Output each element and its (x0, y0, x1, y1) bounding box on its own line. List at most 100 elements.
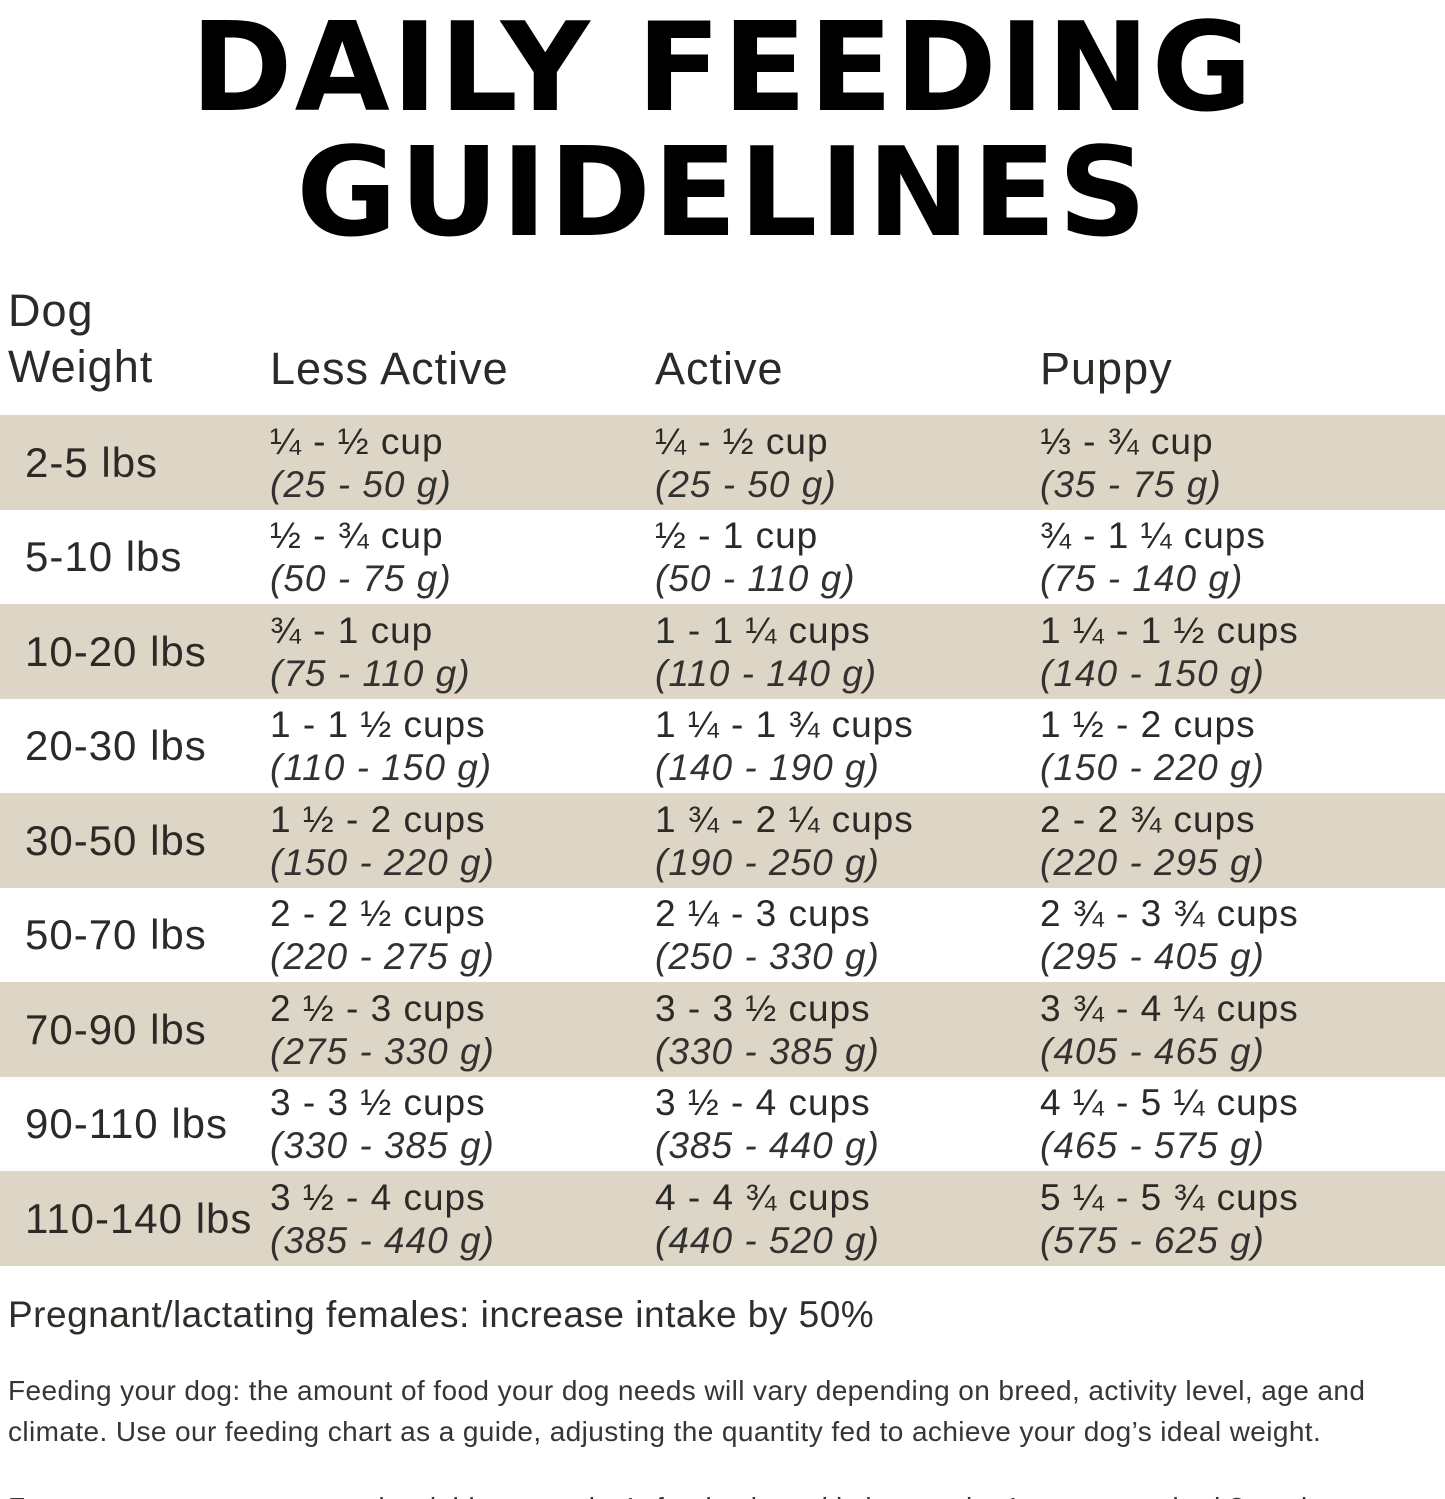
feeding-table: 2-5 lbs ¼ - ½ cup (25 - 50 g) ¼ - ½ cup … (0, 415, 1445, 1266)
column-header-puppy: Puppy (1040, 343, 1173, 395)
puppy-cell: ⅓ - ¾ cup (35 - 75 g) (1040, 420, 1445, 506)
cups-range: ¼ - ½ cup (655, 420, 829, 462)
puppy-cell: 5 ¼ - 5 ¾ cups (575 - 625 g) (1040, 1176, 1445, 1262)
grams-range: (190 - 250 g) (655, 841, 880, 883)
grams-range: (405 - 465 g) (1040, 1030, 1265, 1072)
pregnant-note: Pregnant/lactating females: increase int… (8, 1293, 875, 1335)
table-header-row: Dog Weight Less Active Active Puppy (0, 283, 1445, 416)
grams-range: (330 - 385 g) (655, 1030, 880, 1072)
cups-range: 1 ½ - 2 cups (270, 798, 486, 840)
active-cell: ¼ - ½ cup (25 - 50 g) (655, 420, 1040, 506)
grams-range: (25 - 50 g) (655, 463, 837, 505)
cups-range: 1 - 1 ½ cups (270, 704, 486, 746)
cups-range: ¼ - ½ cup (270, 420, 444, 462)
less-active-cell: 1 - 1 ½ cups (110 - 150 g) (270, 703, 655, 789)
cups-range: 4 ¼ - 5 ¼ cups (1040, 1082, 1299, 1124)
weight-label: 2-5 lbs (25, 438, 159, 486)
cups-range: 1 ¼ - 1 ¾ cups (655, 704, 914, 746)
grams-range: (220 - 295 g) (1040, 841, 1265, 883)
column-header-active: Active (655, 343, 784, 395)
grams-range: (110 - 140 g) (655, 652, 878, 694)
less-active-cell: 2 - 2 ½ cups (220 - 275 g) (270, 892, 655, 978)
cups-range: 2 ¼ - 3 cups (655, 893, 871, 935)
grams-range: (465 - 575 g) (1040, 1125, 1265, 1167)
cups-range: ½ - ¾ cup (270, 515, 444, 557)
grams-range: (295 - 405 g) (1040, 936, 1265, 978)
cups-range: 2 ½ - 3 cups (270, 987, 486, 1029)
cups-range: 1 ¾ - 2 ¼ cups (655, 798, 914, 840)
less-active-cell: 1 ½ - 2 cups (150 - 220 g) (270, 798, 655, 884)
active-cell: 3 ½ - 4 cups (385 - 440 g) (655, 1081, 1040, 1167)
table-row: 90-110 lbs 3 - 3 ½ cups (330 - 385 g) 3 … (0, 1077, 1445, 1172)
weight-label: 10-20 lbs (25, 627, 207, 675)
table-row: 70-90 lbs 2 ½ - 3 cups (275 - 330 g) 3 -… (0, 982, 1445, 1077)
grams-range: (75 - 140 g) (1040, 558, 1244, 600)
puppy-cell: 2 - 2 ¾ cups (220 - 295 g) (1040, 798, 1445, 884)
puppy-cell: 3 ¾ - 4 ¼ cups (405 - 465 g) (1040, 987, 1445, 1073)
table-row: 110-140 lbs 3 ½ - 4 cups (385 - 440 g) 4… (0, 1171, 1445, 1266)
cups-range: ½ - 1 cup (655, 515, 819, 557)
grams-range: (440 - 520 g) (655, 1219, 880, 1261)
weight-label: 110-140 lbs (25, 1194, 253, 1242)
cups-range: ⅓ - ¾ cup (1040, 420, 1214, 462)
grams-range: (575 - 625 g) (1040, 1219, 1265, 1261)
grams-range: (35 - 75 g) (1040, 463, 1222, 505)
grams-range: (385 - 440 g) (655, 1125, 880, 1167)
cups-range: 5 ¼ - 5 ¾ cups (1040, 1176, 1299, 1218)
less-active-cell: ½ - ¾ cup (50 - 75 g) (270, 514, 655, 600)
grams-range: (385 - 440 g) (270, 1219, 495, 1261)
grams-range: (25 - 50 g) (270, 463, 452, 505)
less-active-cell: 3 ½ - 4 cups (385 - 440 g) (270, 1176, 655, 1262)
weight-label: 50-70 lbs (25, 911, 207, 959)
grams-range: (50 - 110 g) (655, 558, 856, 600)
less-active-cell: ¼ - ½ cup (25 - 50 g) (270, 420, 655, 506)
cups-range: 3 ½ - 4 cups (270, 1176, 486, 1218)
puppy-cell: ¾ - 1 ¼ cups (75 - 140 g) (1040, 514, 1445, 600)
less-active-cell: ¾ - 1 cup (75 - 110 g) (270, 609, 655, 695)
weight-label: 90-110 lbs (25, 1100, 229, 1148)
table-row: 5-10 lbs ½ - ¾ cup (50 - 75 g) ½ - 1 cup… (0, 510, 1445, 605)
cups-range: 3 - 3 ½ cups (270, 1082, 486, 1124)
cups-range: 1 - 1 ¼ cups (655, 609, 871, 651)
accuracy-note: For accuracy, we recommend weighing your… (8, 1487, 1445, 1499)
table-row: 2-5 lbs ¼ - ½ cup (25 - 50 g) ¼ - ½ cup … (0, 415, 1445, 510)
grams-range: (330 - 385 g) (270, 1125, 495, 1167)
less-active-cell: 3 - 3 ½ cups (330 - 385 g) (270, 1081, 655, 1167)
cups-range: 2 - 2 ½ cups (270, 893, 486, 935)
cups-range: 1 ¼ - 1 ½ cups (1040, 609, 1299, 651)
weight-label: 20-30 lbs (25, 722, 207, 770)
cups-range: 2 ¾ - 3 ¾ cups (1040, 893, 1299, 935)
table-row: 20-30 lbs 1 - 1 ½ cups (110 - 150 g) 1 ¼… (0, 699, 1445, 794)
grams-range: (110 - 150 g) (270, 747, 493, 789)
cups-range: 2 - 2 ¾ cups (1040, 798, 1256, 840)
table-row: 50-70 lbs 2 - 2 ½ cups (220 - 275 g) 2 ¼… (0, 888, 1445, 983)
puppy-cell: 4 ¼ - 5 ¼ cups (465 - 575 g) (1040, 1081, 1445, 1167)
cups-range: ¾ - 1 ¼ cups (1040, 515, 1266, 557)
active-cell: 1 ¾ - 2 ¼ cups (190 - 250 g) (655, 798, 1040, 884)
grams-range: (275 - 330 g) (270, 1030, 495, 1072)
active-cell: 3 - 3 ½ cups (330 - 385 g) (655, 987, 1040, 1073)
grams-range: (250 - 330 g) (655, 936, 880, 978)
feeding-note-line1: Feeding your dog: the amount of food you… (8, 1374, 1366, 1406)
weight-label: 70-90 lbs (25, 1005, 207, 1053)
grams-range: (75 - 110 g) (270, 652, 471, 694)
cups-range: ¾ - 1 cup (270, 609, 434, 651)
table-row: 30-50 lbs 1 ½ - 2 cups (150 - 220 g) 1 ¾… (0, 793, 1445, 888)
cups-range: 4 - 4 ¾ cups (655, 1176, 871, 1218)
grams-range: (150 - 220 g) (270, 841, 495, 883)
active-cell: 2 ¼ - 3 cups (250 - 330 g) (655, 892, 1040, 978)
active-cell: 4 - 4 ¾ cups (440 - 520 g) (655, 1176, 1040, 1262)
page-title-line1: DAILY FEEDING (190, 0, 1255, 140)
cups-range: 1 ½ - 2 cups (1040, 704, 1256, 746)
weight-label: 5-10 lbs (25, 533, 183, 581)
less-active-cell: 2 ½ - 3 cups (275 - 330 g) (270, 987, 655, 1073)
puppy-cell: 2 ¾ - 3 ¾ cups (295 - 405 g) (1040, 892, 1445, 978)
feeding-note: Feeding your dog: the amount of food you… (8, 1370, 1445, 1453)
puppy-cell: 1 ½ - 2 cups (150 - 220 g) (1040, 703, 1445, 789)
cups-range: 3 - 3 ½ cups (655, 987, 871, 1029)
column-header-dog-weight: Dog Weight (8, 284, 154, 393)
active-cell: ½ - 1 cup (50 - 110 g) (655, 514, 1040, 600)
accuracy-note-line1: For accuracy, we recommend weighing your… (8, 1487, 1445, 1499)
feeding-note-line2: climate. Use our feeding chart as a guid… (8, 1416, 1322, 1448)
